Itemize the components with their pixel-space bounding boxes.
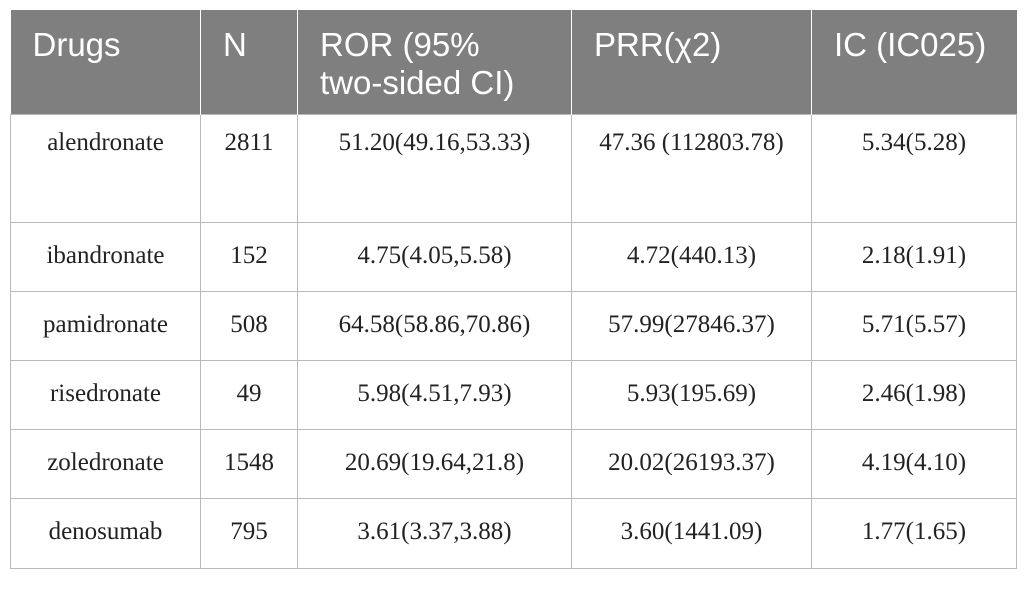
drug-signal-table: Drugs N ROR (95% two-sided CI) PRR(χ2) I… (10, 10, 1017, 569)
cell-n: 1548 (200, 429, 298, 499)
header-ror: ROR (95% two-sided CI) (297, 10, 572, 115)
cell-ror: 4.75(4.05,5.58) (297, 222, 572, 292)
header-drugs: Drugs (10, 10, 201, 115)
cell-prr: 5.93(195.69) (571, 360, 812, 430)
cell-prr: 3.60(1441.09) (571, 498, 812, 569)
header-ic: IC (IC025) (811, 10, 1017, 115)
cell-n: 795 (200, 498, 298, 569)
cell-ic: 4.19(4.10) (811, 429, 1017, 499)
cell-ic: 1.77(1.65) (811, 498, 1017, 569)
table-body: alendronate 2811 51.20(49.16,53.33) 47.3… (10, 114, 1017, 569)
cell-prr: 20.02(26193.37) (571, 429, 812, 499)
table-row: pamidronate 508 64.58(58.86,70.86) 57.99… (10, 291, 1017, 361)
cell-ror: 20.69(19.64,21.8) (297, 429, 572, 499)
table-row: ibandronate 152 4.75(4.05,5.58) 4.72(440… (10, 222, 1017, 292)
header-prr: PRR(χ2) (571, 10, 812, 115)
cell-ic: 5.34(5.28) (811, 114, 1017, 223)
cell-n: 2811 (200, 114, 298, 223)
cell-drug: pamidronate (10, 291, 201, 361)
cell-drug: denosumab (10, 498, 201, 569)
cell-n: 508 (200, 291, 298, 361)
cell-ror: 3.61(3.37,3.88) (297, 498, 572, 569)
cell-drug: zoledronate (10, 429, 201, 499)
cell-ic: 5.71(5.57) (811, 291, 1017, 361)
table-row: risedronate 49 5.98(4.51,7.93) 5.93(195.… (10, 360, 1017, 430)
cell-ror: 64.58(58.86,70.86) (297, 291, 572, 361)
cell-ic: 2.18(1.91) (811, 222, 1017, 292)
cell-n: 152 (200, 222, 298, 292)
cell-drug: ibandronate (10, 222, 201, 292)
table-row: zoledronate 1548 20.69(19.64,21.8) 20.02… (10, 429, 1017, 499)
cell-prr: 4.72(440.13) (571, 222, 812, 292)
table-container: Drugs N ROR (95% two-sided CI) PRR(χ2) I… (10, 10, 1017, 569)
table-row: alendronate 2811 51.20(49.16,53.33) 47.3… (10, 114, 1017, 223)
header-n: N (200, 10, 298, 115)
cell-ror: 51.20(49.16,53.33) (297, 114, 572, 223)
cell-prr: 47.36 (112803.78) (571, 114, 812, 223)
cell-drug: alendronate (10, 114, 201, 223)
cell-ic: 2.46(1.98) (811, 360, 1017, 430)
cell-ror: 5.98(4.51,7.93) (297, 360, 572, 430)
cell-drug: risedronate (10, 360, 201, 430)
table-header: Drugs N ROR (95% two-sided CI) PRR(χ2) I… (10, 10, 1017, 115)
cell-prr: 57.99(27846.37) (571, 291, 812, 361)
header-row: Drugs N ROR (95% two-sided CI) PRR(χ2) I… (10, 10, 1017, 115)
table-row: denosumab 795 3.61(3.37,3.88) 3.60(1441.… (10, 498, 1017, 569)
cell-n: 49 (200, 360, 298, 430)
